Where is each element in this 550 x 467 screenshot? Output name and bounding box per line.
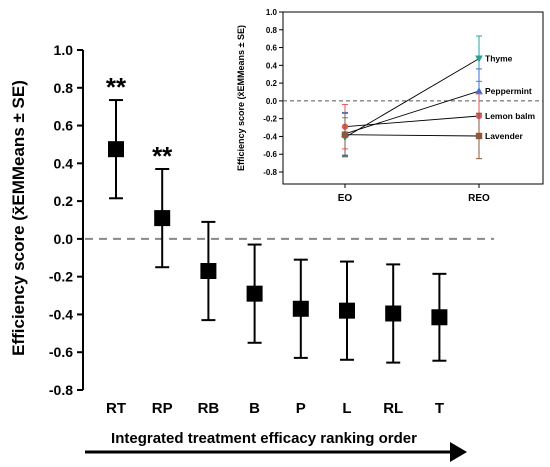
inset-series-lavender: Lavender — [341, 112, 523, 160]
main-point-marker — [200, 263, 217, 279]
main-data-points — [108, 99, 448, 364]
inset-x-tick-label: REO — [468, 193, 490, 204]
main-significance-annotation: ** — [152, 141, 173, 171]
main-y-tick-label: 0.4 — [54, 155, 74, 171]
main-x-tick-label: RT — [106, 400, 126, 417]
main-point-marker — [339, 302, 355, 319]
main-x-tick-label: L — [342, 400, 351, 417]
main-point-marker — [385, 305, 402, 322]
inset-series-label: Thyme — [485, 54, 513, 64]
inset-point-marker — [341, 131, 349, 138]
inset-y-tick-label: 0.6 — [266, 44, 278, 53]
inset-y-tick-label: -0.6 — [263, 150, 277, 159]
inset-background — [236, 0, 550, 212]
inset-series: Thyme Peppermint Lemon balm Lavender — [341, 35, 536, 160]
main-point-marker — [246, 285, 263, 302]
inset-y-tick-label: -0.2 — [263, 115, 277, 124]
ranking-arrow-head — [450, 442, 467, 462]
inset-series-line — [344, 90, 480, 135]
main-significance-annotations: ** ** — [106, 72, 173, 171]
inset-y-axis-label: Efficiency score (x̄EMMeans ± SE) — [236, 25, 246, 171]
main-y-tick-label: -0.6 — [49, 344, 73, 360]
inset-y-tick-label: -0.4 — [263, 132, 277, 141]
main-x-tick-labels: RT RP RB B P L RL T — [106, 400, 444, 417]
inset-y-tick-label: 1.0 — [266, 8, 278, 17]
inset-series-label: Lemon balm — [485, 111, 536, 121]
main-point-marker — [108, 141, 124, 158]
main-x-tick-label: RB — [198, 400, 220, 417]
inset-series-line — [344, 58, 480, 138]
inset-point-marker — [475, 132, 483, 140]
main-y-tick-label: 0.2 — [54, 193, 74, 209]
main-point-marker — [154, 210, 171, 227]
main-point-marker — [431, 309, 448, 326]
inset-plot-frame — [282, 11, 544, 185]
inset-x-tick-labels: EO REO — [338, 184, 490, 204]
inset-y-tick-label: 0.0 — [266, 97, 278, 106]
main-x-tick-label: B — [249, 400, 260, 417]
main-y-ticks: 1.0 0.8 0.6 0.4 0.2 0.0 -0.2 -0.4 -0.6 -0.8 — [49, 42, 83, 398]
main-significance-annotation: ** — [106, 72, 127, 102]
main-x-tick-label: RL — [383, 400, 403, 417]
inset-chart: Efficiency score (x̄EMMeans ± SE) 1.0 0.8… — [236, 0, 550, 212]
main-y-axis-label: Efficiency score (x̄EMMeans ± SE) — [9, 80, 28, 356]
main-x-axis-label: Integrated treatment efficacy ranking or… — [111, 430, 417, 447]
main-y-tick-label: 0.8 — [54, 80, 74, 96]
inset-y-tick-label: 0.4 — [266, 61, 278, 70]
inset-y-tick-label: 0.2 — [266, 79, 278, 88]
inset-series-label: Peppermint — [485, 86, 532, 96]
inset-y-tick-label: -0.8 — [263, 168, 277, 177]
inset-series-line — [344, 134, 480, 137]
inset-point-marker — [475, 55, 483, 63]
inset-y-tick-label: 0.8 — [266, 26, 278, 35]
main-y-tick-label: 1.0 — [54, 42, 74, 58]
inset-series-line — [344, 115, 480, 128]
inset-y-ticks: 1.0 0.8 0.6 0.4 0.2 0.0 -0.2 -0.4 -0.6 -0.8 — [263, 8, 283, 177]
inset-point-marker — [475, 87, 483, 95]
main-chart: Efficiency score (x̄EMMeans ± SE) 1.0 0.8… — [9, 42, 494, 462]
main-x-tick-label: P — [296, 400, 306, 417]
main-x-tick-label: RP — [152, 400, 173, 417]
main-y-tick-label: 0.0 — [54, 231, 74, 247]
main-point-marker — [292, 300, 309, 317]
main-x-tick-label: T — [435, 400, 444, 417]
main-y-tick-label: -0.8 — [49, 382, 73, 398]
inset-x-tick-label: EO — [338, 193, 353, 204]
inset-series-label: Lavender — [485, 131, 523, 141]
main-y-tick-label: -0.2 — [49, 269, 73, 285]
main-y-tick-label: -0.4 — [49, 306, 73, 322]
main-y-tick-label: 0.6 — [54, 118, 74, 134]
